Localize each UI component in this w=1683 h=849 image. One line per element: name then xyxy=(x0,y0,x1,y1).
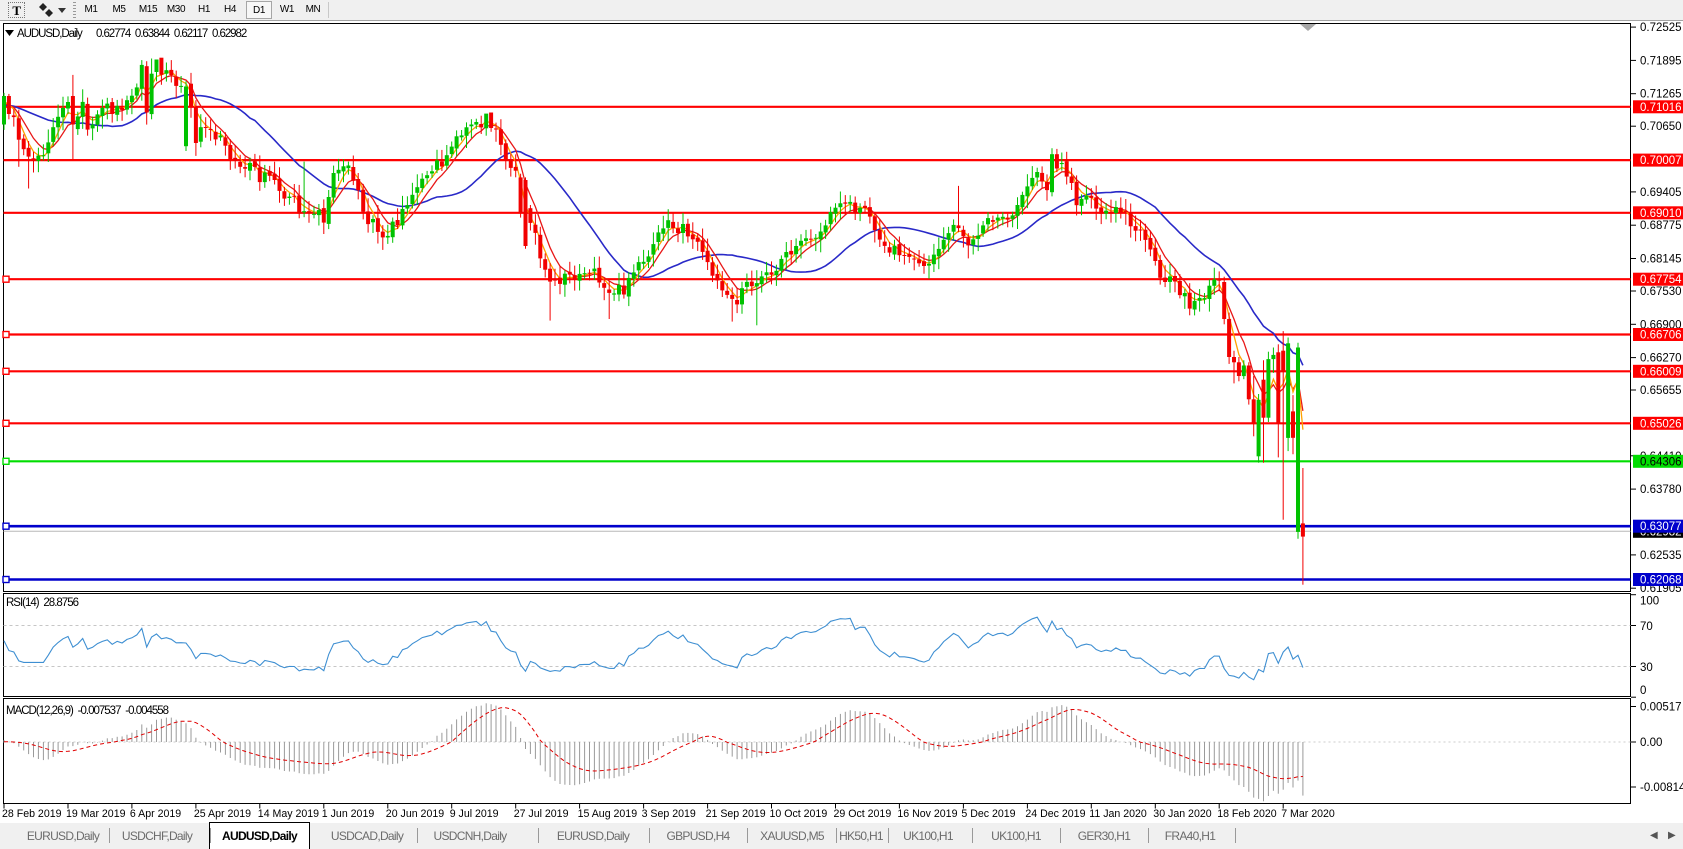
svg-text:6 Apr 2019: 6 Apr 2019 xyxy=(130,808,181,820)
svg-text:15 Aug 2019: 15 Aug 2019 xyxy=(578,808,638,820)
svg-text:0.62068: 0.62068 xyxy=(1640,575,1682,587)
svg-text:3 Sep 2019: 3 Sep 2019 xyxy=(642,808,696,820)
svg-text:7 Mar 2020: 7 Mar 2020 xyxy=(1281,808,1335,820)
svg-text:0.61905: 0.61905 xyxy=(1640,583,1682,595)
svg-text:1 Jun 2019: 1 Jun 2019 xyxy=(322,808,375,820)
svg-text:0.64306: 0.64306 xyxy=(1640,456,1682,468)
svg-text:0.68145: 0.68145 xyxy=(1640,254,1682,266)
svg-text:0.66270: 0.66270 xyxy=(1640,353,1682,365)
svg-text:14 May 2019: 14 May 2019 xyxy=(258,808,319,820)
svg-text:27 Jul 2019: 27 Jul 2019 xyxy=(514,808,569,820)
svg-text:0.71895: 0.71895 xyxy=(1640,55,1682,67)
svg-text:0.63780: 0.63780 xyxy=(1640,484,1682,496)
svg-text:70: 70 xyxy=(1640,621,1653,633)
svg-text:MACD(12,26,9) -0.007537 -0.004: MACD(12,26,9) -0.007537 -0.004558 xyxy=(6,705,169,717)
svg-text:0.71265: 0.71265 xyxy=(1640,89,1682,101)
svg-text:5 Dec 2019: 5 Dec 2019 xyxy=(961,808,1015,820)
svg-text:0.66009: 0.66009 xyxy=(1640,366,1682,378)
svg-text:0.69405: 0.69405 xyxy=(1640,187,1682,199)
svg-text:9 Jul 2019: 9 Jul 2019 xyxy=(450,808,499,820)
svg-text:0.67754: 0.67754 xyxy=(1640,274,1682,286)
svg-text:0: 0 xyxy=(1640,685,1646,697)
svg-text:30: 30 xyxy=(1640,662,1653,674)
svg-text:0.68775: 0.68775 xyxy=(1640,220,1682,232)
svg-text:0.67530: 0.67530 xyxy=(1640,286,1682,298)
svg-text:11 Jan 2020: 11 Jan 2020 xyxy=(1089,808,1147,820)
svg-text:30 Jan 2020: 30 Jan 2020 xyxy=(1153,808,1211,820)
svg-text:0.66706: 0.66706 xyxy=(1640,330,1682,342)
svg-text:21 Sep 2019: 21 Sep 2019 xyxy=(706,808,766,820)
svg-text:0.71016: 0.71016 xyxy=(1640,102,1682,114)
svg-text:RSI(14) 28.8756: RSI(14) 28.8756 xyxy=(6,597,79,609)
svg-text:25 Apr 2019: 25 Apr 2019 xyxy=(194,808,251,820)
svg-text:0.63077: 0.63077 xyxy=(1640,521,1682,533)
svg-text:0.65026: 0.65026 xyxy=(1640,418,1682,430)
svg-text:0.00517: 0.00517 xyxy=(1640,702,1682,714)
svg-text:28 Feb 2019: 28 Feb 2019 xyxy=(2,808,62,820)
svg-text:0.65655: 0.65655 xyxy=(1640,385,1682,397)
svg-text:0.00: 0.00 xyxy=(1640,737,1662,749)
svg-text:0.70007: 0.70007 xyxy=(1640,155,1682,167)
svg-text:10 Oct 2019: 10 Oct 2019 xyxy=(770,808,828,820)
svg-text:0.62535: 0.62535 xyxy=(1640,550,1682,562)
svg-text:AUDUSD,Daily 0.62774 0.63844: AUDUSD,Daily 0.62774 0.63844 0.62117 0.6… xyxy=(17,28,247,40)
svg-text:19 Mar 2019: 19 Mar 2019 xyxy=(66,808,126,820)
svg-text:18 Feb 2020: 18 Feb 2020 xyxy=(1217,808,1277,820)
svg-text:16 Nov 2019: 16 Nov 2019 xyxy=(897,808,957,820)
svg-text:24 Dec 2019: 24 Dec 2019 xyxy=(1025,808,1085,820)
svg-text:29 Oct 2019: 29 Oct 2019 xyxy=(834,808,892,820)
svg-text:0.72525: 0.72525 xyxy=(1640,22,1682,34)
svg-text:0.69010: 0.69010 xyxy=(1640,208,1682,220)
svg-text:20 Jun 2019: 20 Jun 2019 xyxy=(386,808,444,820)
svg-text:0.70650: 0.70650 xyxy=(1640,121,1682,133)
svg-text:100: 100 xyxy=(1640,595,1659,607)
